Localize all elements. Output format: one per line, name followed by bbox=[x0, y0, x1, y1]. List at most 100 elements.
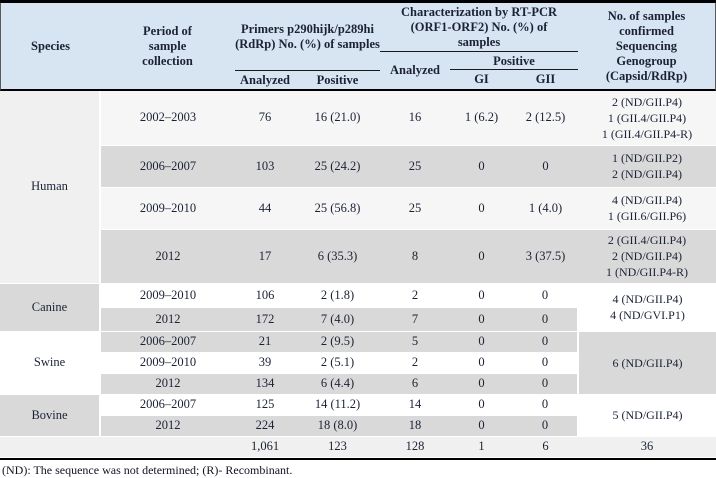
gi-cell: 0 bbox=[450, 187, 513, 230]
rtpcr-analyzed-cell: 25 bbox=[380, 187, 450, 230]
gi-cell: 0 bbox=[450, 394, 513, 416]
primers-group-title: Primers p290hijk/p289hi (RdRp) No. (%) o… bbox=[235, 3, 380, 71]
rtpcr-analyzed-cell: 2 bbox=[380, 352, 450, 374]
primers-positive-cell: 25 (24.2) bbox=[295, 145, 380, 188]
period-cell: 2009–2010 bbox=[100, 352, 235, 374]
period-cell: 2009–2010 bbox=[100, 187, 235, 230]
primers-analyzed-cell: 224 bbox=[235, 415, 295, 437]
table-row: 2012 17 6 (35.3) 8 0 3 (37.5) 2 (GII.4/G… bbox=[0, 229, 716, 284]
rtpcr-analyzed-cell: 25 bbox=[380, 145, 450, 188]
table-row: 2012 172 7 (4.0) 7 0 0 bbox=[0, 307, 716, 332]
table-footnote: (ND): The sequence was not determined; (… bbox=[2, 462, 293, 477]
table-row: 2006–2007 103 25 (24.2) 25 0 0 1 (ND/GII… bbox=[0, 145, 716, 188]
gii-cell: 0 bbox=[513, 352, 578, 374]
species-cell-human: Human bbox=[0, 91, 101, 284]
gii-cell: 3 (37.5) bbox=[513, 229, 578, 284]
total-confirmed: 36 bbox=[578, 436, 716, 458]
period-cell: 2012 bbox=[100, 415, 235, 437]
total-primers-analyzed: 1,061 bbox=[235, 436, 295, 458]
col-group-rtpcr: Characterization by RT-PCR (ORF1-ORF2) N… bbox=[380, 3, 578, 89]
rtpcr-positive-block: Positive GI GII bbox=[450, 52, 578, 89]
period-cell: 2006–2007 bbox=[100, 145, 235, 188]
total-gi: 1 bbox=[450, 436, 513, 458]
table-row: Human 2002–2003 76 16 (21.0) 16 1 (6.2) … bbox=[0, 91, 716, 284]
col-header-confirmed: No. of samples confirmed Sequencing Geno… bbox=[578, 3, 715, 89]
primers-positive-cell: 6 (35.3) bbox=[295, 229, 380, 284]
period-cell: 2012 bbox=[100, 307, 235, 332]
primers-positive-cell: 2 (9.5) bbox=[295, 331, 380, 353]
confirmed-cell: 2 (ND/GII.P4) 1 (GII.4/GII.P4) 1 (GII.4/… bbox=[578, 91, 716, 146]
primers-group-label: Primers p290hijk/p289hi (RdRp) No. (%) o… bbox=[235, 21, 380, 51]
species-header-label: Species bbox=[31, 38, 70, 53]
table-row: 2012 134 6 (4.4) 6 0 0 bbox=[0, 373, 716, 395]
primers-positive-header: Positive bbox=[316, 73, 359, 87]
species-cell-bovine: Bovine bbox=[0, 394, 101, 437]
rtpcr-subheaders: Analyzed Positive GI GII bbox=[380, 52, 578, 89]
table-row: 2012 224 18 (8.0) 18 0 0 bbox=[0, 415, 716, 437]
gii-cell: 0 bbox=[513, 307, 578, 332]
species-cell-swine: Swine bbox=[0, 331, 101, 395]
gii-cell: 1 (4.0) bbox=[513, 187, 578, 230]
primers-analyzed-cell: 172 bbox=[235, 307, 295, 332]
confirmed-cell: 1 (ND/GII.P2) 2 (ND/GII.P4) bbox=[578, 145, 716, 188]
rtpcr-analyzed-cell: 14 bbox=[380, 394, 450, 416]
total-rtpcr-analyzed: 128 bbox=[380, 436, 450, 458]
rtpcr-analyzed-header: Analyzed bbox=[390, 63, 440, 77]
confirmed-cell: 4 (ND/GII.P4) 1 (GII.6/GII.P6) bbox=[578, 187, 716, 230]
primers-analyzed-cell: 44 bbox=[235, 187, 295, 230]
primers-positive-cell: 16 (21.0) bbox=[295, 91, 380, 146]
confirmed-cell: 2 (GII.4/GII.P4) 2 (ND/GII.P4) 1 (ND/GII… bbox=[578, 229, 716, 284]
total-row: 1,061 123 128 1 6 36 bbox=[0, 436, 716, 458]
primers-analyzed-cell: 125 bbox=[235, 394, 295, 416]
period-cell: 2012 bbox=[100, 229, 235, 284]
primers-positive-cell: 18 (8.0) bbox=[295, 415, 380, 437]
results-table: Species Period of sample collection Prim… bbox=[0, 0, 716, 460]
gi-cell: 1 (6.2) bbox=[450, 91, 513, 146]
primers-positive-cell: 25 (56.8) bbox=[295, 187, 380, 230]
period-cell: 2012 bbox=[100, 373, 235, 395]
primers-analyzed-cell: 76 bbox=[235, 91, 295, 146]
rtpcr-positive-header: Positive bbox=[450, 52, 578, 70]
primers-analyzed-cell: 103 bbox=[235, 145, 295, 188]
rtpcr-analyzed-cell: 18 bbox=[380, 415, 450, 437]
primers-analyzed-cell: 39 bbox=[235, 352, 295, 374]
primers-positive-cell: 7 (4.0) bbox=[295, 307, 380, 332]
total-gii: 6 bbox=[513, 436, 578, 458]
table-body: Human 2002–2003 76 16 (21.0) 16 1 (6.2) … bbox=[0, 91, 716, 460]
rtpcr-analyzed-cell: 6 bbox=[380, 373, 450, 395]
rtpcr-analyzed-cell: 8 bbox=[380, 229, 450, 284]
gii-cell: 0 bbox=[513, 145, 578, 188]
period-cell: 2009–2010 bbox=[100, 283, 235, 308]
total-primers-positive: 123 bbox=[295, 436, 380, 458]
rtpcr-analyzed-cell: 7 bbox=[380, 307, 450, 332]
rtpcr-group-label: Characterization by RT-PCR (ORF1-ORF2) N… bbox=[400, 4, 558, 49]
primers-analyzed-cell: 134 bbox=[235, 373, 295, 395]
gii-cell: 0 bbox=[513, 394, 578, 416]
gi-cell: 0 bbox=[450, 229, 513, 284]
table-row: 2009–2010 44 25 (56.8) 25 0 1 (4.0) 4 (N… bbox=[0, 187, 716, 230]
species-cell-canine: Canine bbox=[0, 283, 101, 332]
table-row: Bovine 2006–2007 125 14 (11.2) 14 0 0 5 … bbox=[0, 394, 716, 437]
gi-cell: 0 bbox=[450, 307, 513, 332]
rtpcr-analyzed-cell: 16 bbox=[380, 91, 450, 146]
gii-cell: 0 bbox=[513, 283, 578, 308]
rtpcr-analyzed-cell: 2 bbox=[380, 283, 450, 308]
table-row: Canine 2009–2010 106 2 (1.8) 2 0 0 4 (ND… bbox=[0, 283, 716, 332]
gi-cell: 0 bbox=[450, 283, 513, 308]
confirmed-header-label: No. of samples confirmed Sequencing Geno… bbox=[605, 8, 688, 83]
primers-analyzed-cell: 17 bbox=[235, 229, 295, 284]
primers-positive-cell: 14 (11.2) bbox=[295, 394, 380, 416]
gi-cell: 0 bbox=[450, 331, 513, 353]
primers-positive-cell: 2 (1.8) bbox=[295, 283, 380, 308]
total-row-spacer bbox=[0, 436, 235, 458]
col-header-period: Period of sample collection bbox=[100, 3, 235, 89]
gii-cell: 2 (12.5) bbox=[513, 91, 578, 146]
rtpcr-group-title: Characterization by RT-PCR (ORF1-ORF2) N… bbox=[380, 3, 578, 52]
primers-analyzed-header: Analyzed bbox=[240, 73, 290, 87]
period-header-label: Period of sample collection bbox=[142, 23, 193, 68]
primers-positive-cell: 6 (4.4) bbox=[295, 373, 380, 395]
confirmed-cell-merged: 4 (ND/GII.P4) 4 (ND/GVI.P1) bbox=[577, 283, 716, 332]
col-group-primers: Primers p290hijk/p289hi (RdRp) No. (%) o… bbox=[235, 3, 380, 89]
gii-cell: 0 bbox=[513, 415, 578, 437]
